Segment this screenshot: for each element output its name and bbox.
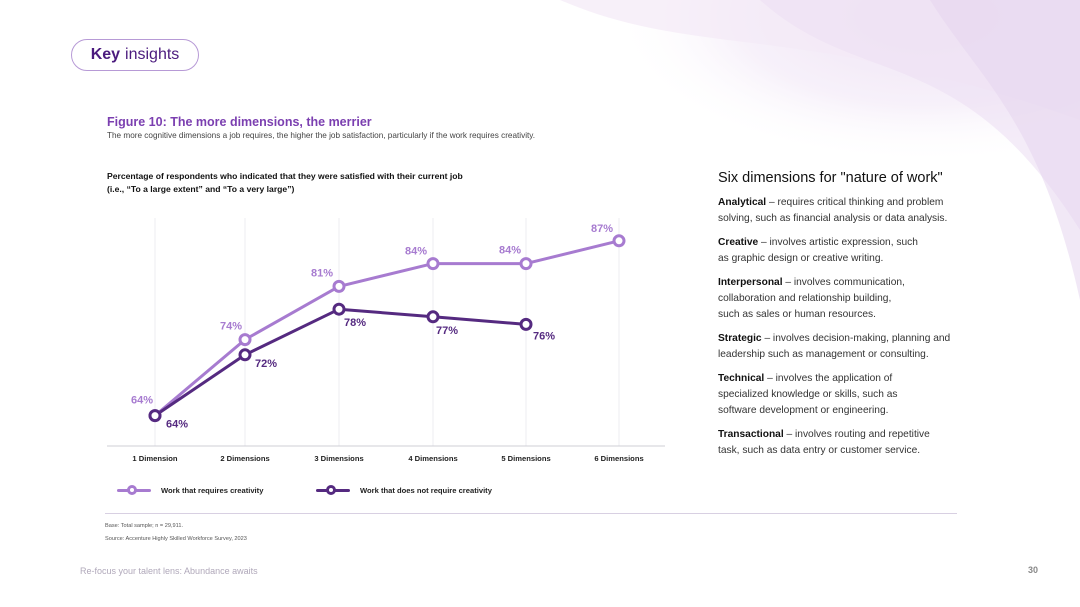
figure-title: Figure 10: The more dimensions, the merr… (107, 115, 372, 129)
x-tick-label: 3 Dimensions (314, 454, 363, 463)
data-point (238, 333, 252, 347)
data-label: 64% (131, 395, 153, 407)
data-label: 64% (166, 419, 188, 431)
data-label: 74% (220, 321, 242, 333)
data-label: 72% (255, 358, 277, 370)
dimension-line: software development or engineering. (718, 405, 889, 416)
data-label: 87% (591, 223, 613, 235)
dimensions-title: Six dimensions for "nature of work" (718, 170, 943, 186)
dimension-line: task, such as data entry or customer ser… (718, 445, 921, 456)
x-tick-label: 6 Dimensions (594, 454, 643, 463)
dimension-name: Strategic (718, 333, 762, 344)
data-point (612, 234, 626, 248)
dimension-line: such as sales or human resources. (718, 309, 876, 320)
legend-swatch-creative (117, 484, 151, 496)
data-label: 81% (311, 267, 333, 279)
data-label: 84% (499, 245, 521, 257)
dimension-name: Interpersonal (718, 277, 783, 288)
series-line-1 (153, 307, 528, 418)
dimension-name: Analytical (718, 197, 767, 208)
legend-item-non-creative: Work that does not require creativity (316, 484, 492, 496)
badge-rest: insights (125, 46, 180, 63)
legend-swatch-non-creative (316, 484, 350, 496)
dimension-line: Interpersonal – involves communication, (718, 277, 905, 288)
legend-label-non-creative: Work that does not require creativity (360, 485, 492, 495)
chart-heading-line1: Percentage of respondents who indicated … (107, 171, 463, 181)
dimension-line: solving, such as financial analysis or d… (718, 213, 948, 224)
data-label: 76% (533, 330, 555, 342)
chart-heading-line2: (i.e., “To a large extent” and “To a ver… (107, 184, 295, 194)
dimension-line: Transactional – involves routing and rep… (718, 429, 930, 440)
dimension-line: Analytical – requires critical thinking … (718, 197, 944, 208)
chart-notes: Base: Total sample; n = 29,911. Source: … (105, 520, 247, 545)
figure-subtitle: The more cognitive dimensions a job requ… (107, 131, 536, 140)
data-label: 78% (344, 317, 366, 329)
dimension-item-technical: Technical – involves the application of s… (718, 371, 980, 419)
dimension-line: Strategic – involves decision-making, pl… (718, 333, 951, 344)
dimension-line: as graphic design or creative writing. (718, 253, 884, 264)
divider (105, 513, 957, 514)
data-point (332, 279, 346, 293)
dimension-line: collaboration and relationship building, (718, 293, 892, 304)
x-tick-label: 4 Dimensions (408, 454, 457, 463)
data-point (426, 257, 440, 271)
x-tick-label: 1 Dimension (132, 454, 178, 463)
data-point (148, 409, 162, 423)
dimension-name: Creative (718, 237, 759, 248)
data-point (332, 302, 346, 316)
data-label: 77% (436, 325, 458, 337)
legend-item-creative: Work that requires creativity (117, 484, 263, 496)
footer-title: Re-focus your talent lens: Abundance awa… (80, 566, 258, 576)
dimension-item-strategic: Strategic – involves decision-making, pl… (718, 331, 980, 363)
data-point (519, 257, 533, 271)
data-label: 84% (405, 246, 427, 258)
data-point (426, 310, 440, 324)
dimension-line: Technical – involves the application of (718, 373, 893, 384)
x-tick-label: 2 Dimensions (220, 454, 269, 463)
dimensions-panel: Six dimensions for "nature of work" Anal… (718, 170, 980, 467)
x-tick-label: 5 Dimensions (501, 454, 550, 463)
dimension-line: leadership such as management or consult… (718, 349, 929, 360)
dimension-item-interpersonal: Interpersonal – involves communication, c… (718, 275, 980, 323)
dimensions-list: Analytical – requires critical thinking … (718, 195, 980, 459)
line-chart: 1 Dimension 2 Dimensions 3 Dimensions 4 Dim… (107, 218, 665, 463)
key-insights-badge: Key insights (71, 39, 199, 71)
data-point (519, 317, 533, 331)
base-note: Base: Total sample; n = 29,911. (105, 523, 183, 529)
badge-bold: Key (90, 46, 121, 63)
series-line-0 (153, 239, 621, 418)
source-note: Source: Accenture Highly Skilled Workfor… (105, 535, 247, 542)
dimension-name: Transactional (718, 429, 784, 440)
chart-heading: Percentage of respondents who indicated … (107, 170, 463, 196)
data-point (238, 348, 252, 362)
dimension-line: specialized knowledge or skills, such as (718, 389, 898, 400)
dimension-item-analytical: Analytical – requires critical thinking … (718, 195, 980, 227)
dimension-line: Creative – involves artistic expression,… (718, 237, 918, 248)
dimension-item-transactional: Transactional – involves routing and rep… (718, 427, 980, 459)
legend-label-creative: Work that requires creativity (161, 485, 264, 495)
dimension-name: Technical (718, 373, 765, 384)
dimension-item-creative: Creative – involves artistic expression,… (718, 235, 980, 267)
page-number: 30 (1028, 565, 1039, 575)
